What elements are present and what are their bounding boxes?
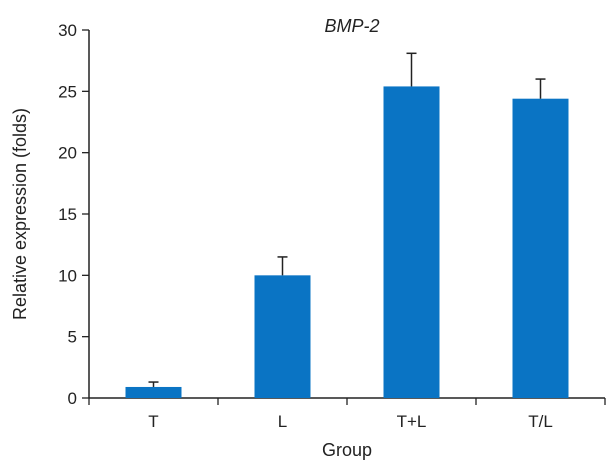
bar-L bbox=[254, 275, 311, 398]
bar-T bbox=[125, 386, 182, 398]
y-tick-label: 20 bbox=[58, 144, 77, 163]
bar-T/L bbox=[512, 98, 569, 399]
x-tick-label: T/L bbox=[528, 412, 553, 431]
y-tick-label: 10 bbox=[58, 266, 77, 285]
y-tick-label: 25 bbox=[58, 82, 77, 101]
error-bars bbox=[148, 52, 546, 387]
y-tick-label: 0 bbox=[68, 389, 77, 408]
bar-T+L bbox=[383, 86, 440, 398]
y-tick-label: 15 bbox=[58, 205, 77, 224]
chart-title: BMP-2 bbox=[324, 16, 379, 36]
x-tick-label: T bbox=[148, 412, 158, 431]
y-tick-label: 5 bbox=[68, 328, 77, 347]
bars bbox=[125, 86, 569, 399]
x-axis-title: Group bbox=[322, 440, 372, 460]
x-axis-ticks: T L T+L T/L bbox=[88, 398, 606, 431]
x-tick-label: L bbox=[278, 412, 287, 431]
y-axis-title: Relative expression (folds) bbox=[10, 108, 30, 320]
x-tick-label: T+L bbox=[397, 412, 427, 431]
y-axis-ticks: 0 5 10 15 20 25 30 bbox=[58, 21, 89, 408]
y-tick-label: 30 bbox=[58, 21, 77, 40]
